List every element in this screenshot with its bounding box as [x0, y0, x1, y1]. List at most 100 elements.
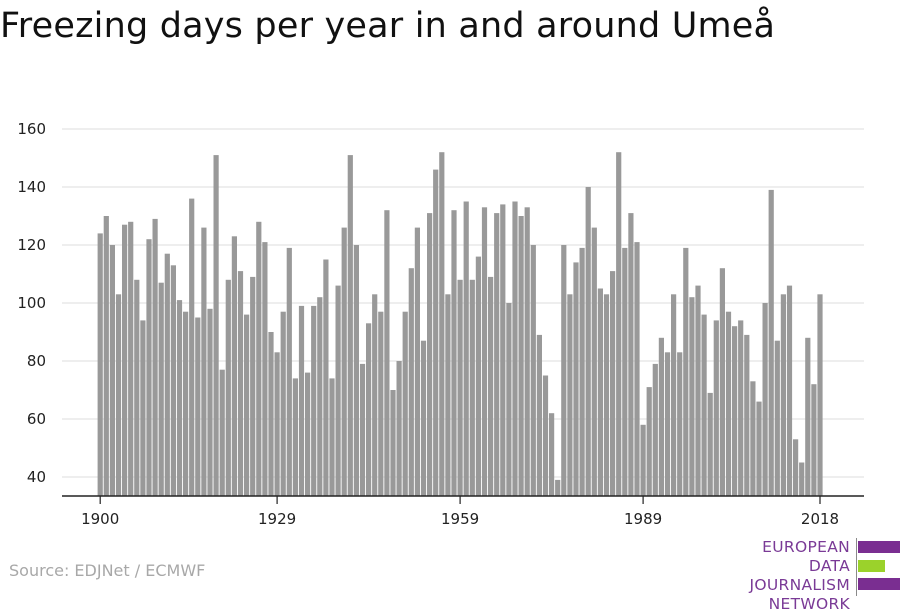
- bar-1923: [237, 271, 244, 496]
- bar-1922: [231, 236, 237, 497]
- bar-1948: [390, 390, 396, 496]
- bar-1953: [420, 340, 427, 496]
- bar-1910: [158, 282, 164, 496]
- bar-1940: [341, 227, 347, 496]
- bar-1901: [103, 216, 109, 496]
- bar-1992: [658, 337, 664, 496]
- bar-2015: [799, 462, 805, 496]
- bar-2014: [793, 439, 799, 496]
- bar-2012: [780, 294, 786, 496]
- edjnet-logo: EUROPEAN DATA JOURNALISM NETWORK: [708, 538, 900, 613]
- bar-1952: [414, 227, 420, 496]
- bar-1964: [488, 276, 494, 496]
- bar-1950: [402, 311, 408, 496]
- logo-line-1: EUROPEAN: [762, 538, 850, 556]
- bar-1945: [372, 294, 378, 496]
- axes: 40 60 80 100 120 140 160 1900 1929 1959 1989 2018: [17, 120, 864, 528]
- bar-1930: [280, 311, 286, 496]
- source-note: Source: EDJNet / ECMWF: [9, 561, 206, 580]
- bar-1903: [115, 294, 122, 496]
- bar-1993: [664, 352, 671, 496]
- bar-1942: [353, 245, 359, 496]
- bar-1983: [603, 294, 610, 496]
- x-tick-label: 2018: [801, 510, 839, 528]
- logo-bar-middle: [858, 560, 885, 572]
- bar-1908: [146, 239, 152, 496]
- bar-1986: [622, 247, 628, 496]
- bar-1928: [268, 332, 274, 496]
- bar-1985: [616, 152, 622, 496]
- bar-1938: [329, 378, 335, 496]
- bar-1933: [298, 305, 305, 496]
- bar-1904: [122, 224, 128, 496]
- bar-1980: [585, 187, 591, 496]
- bar-1971: [530, 245, 536, 496]
- logo-divider: [856, 538, 857, 596]
- bar-1921: [225, 279, 231, 496]
- bar-1959: [457, 279, 463, 496]
- bar-1957: [445, 294, 451, 496]
- bar-1919: [213, 155, 219, 496]
- bar-1972: [536, 334, 542, 496]
- bar-2009: [762, 303, 768, 496]
- y-tick-label: 60: [27, 410, 46, 428]
- bar-1967: [506, 303, 512, 496]
- x-tick-label: 1929: [258, 510, 296, 528]
- bar-1911: [164, 253, 170, 496]
- bar-chart: 40 60 80 100 120 140 160 1900 1929 1959 1989 2018: [17, 120, 864, 528]
- bar-1900: [97, 233, 103, 496]
- x-tick-label: 1900: [81, 510, 119, 528]
- bar-1924: [244, 314, 250, 496]
- bar-1956: [439, 152, 445, 496]
- y-tick-label: 40: [27, 468, 46, 486]
- bar-2011: [774, 340, 780, 496]
- bar-1927: [262, 242, 268, 496]
- bar-1982: [597, 288, 603, 496]
- y-tick-label: 140: [17, 178, 46, 196]
- logo-line-2: DATA JOURNALISM: [749, 557, 850, 594]
- y-tick-label: 120: [17, 236, 46, 254]
- bar-1998: [695, 285, 701, 496]
- bar-1974: [549, 413, 555, 496]
- bar-1995: [677, 352, 683, 496]
- bar-1939: [335, 285, 341, 496]
- bar-1918: [207, 308, 213, 496]
- y-tick-label: 80: [27, 352, 46, 370]
- bar-1961: [469, 279, 475, 496]
- y-tick-label: 160: [17, 120, 46, 138]
- bar-2003: [725, 311, 732, 496]
- bar-1984: [610, 271, 616, 496]
- bar-1905: [128, 221, 134, 497]
- bar-1937: [323, 259, 329, 496]
- bar-1979: [579, 247, 585, 496]
- bar-1965: [494, 213, 500, 496]
- bar-2013: [786, 285, 793, 496]
- bar-1944: [366, 323, 372, 496]
- bar-2010: [768, 189, 774, 496]
- bar-1996: [683, 247, 689, 496]
- bar-1969: [518, 216, 524, 496]
- bar-1997: [689, 297, 695, 496]
- bar-1978: [573, 262, 579, 496]
- bar-2000: [707, 392, 713, 496]
- bar-1926: [256, 221, 262, 497]
- bar-1960: [463, 201, 469, 496]
- bar-1934: [305, 372, 311, 496]
- bar-2016: [805, 337, 811, 496]
- bar-2006: [744, 334, 750, 496]
- bar-1947: [384, 210, 390, 496]
- bar-1981: [591, 227, 597, 496]
- bar-1954: [427, 213, 433, 496]
- bar-1914: [183, 311, 189, 496]
- bar-1917: [201, 227, 207, 496]
- bar-1999: [701, 314, 707, 496]
- bar-1936: [317, 297, 323, 496]
- y-tick-label: 100: [17, 294, 46, 312]
- bar-1920: [219, 369, 225, 496]
- bar-1990: [646, 387, 652, 496]
- logo-line-3: NETWORK: [768, 595, 850, 613]
- bar-1988: [634, 242, 640, 496]
- bar-1916: [195, 317, 201, 496]
- bars: [97, 152, 823, 497]
- bar-2007: [750, 381, 756, 496]
